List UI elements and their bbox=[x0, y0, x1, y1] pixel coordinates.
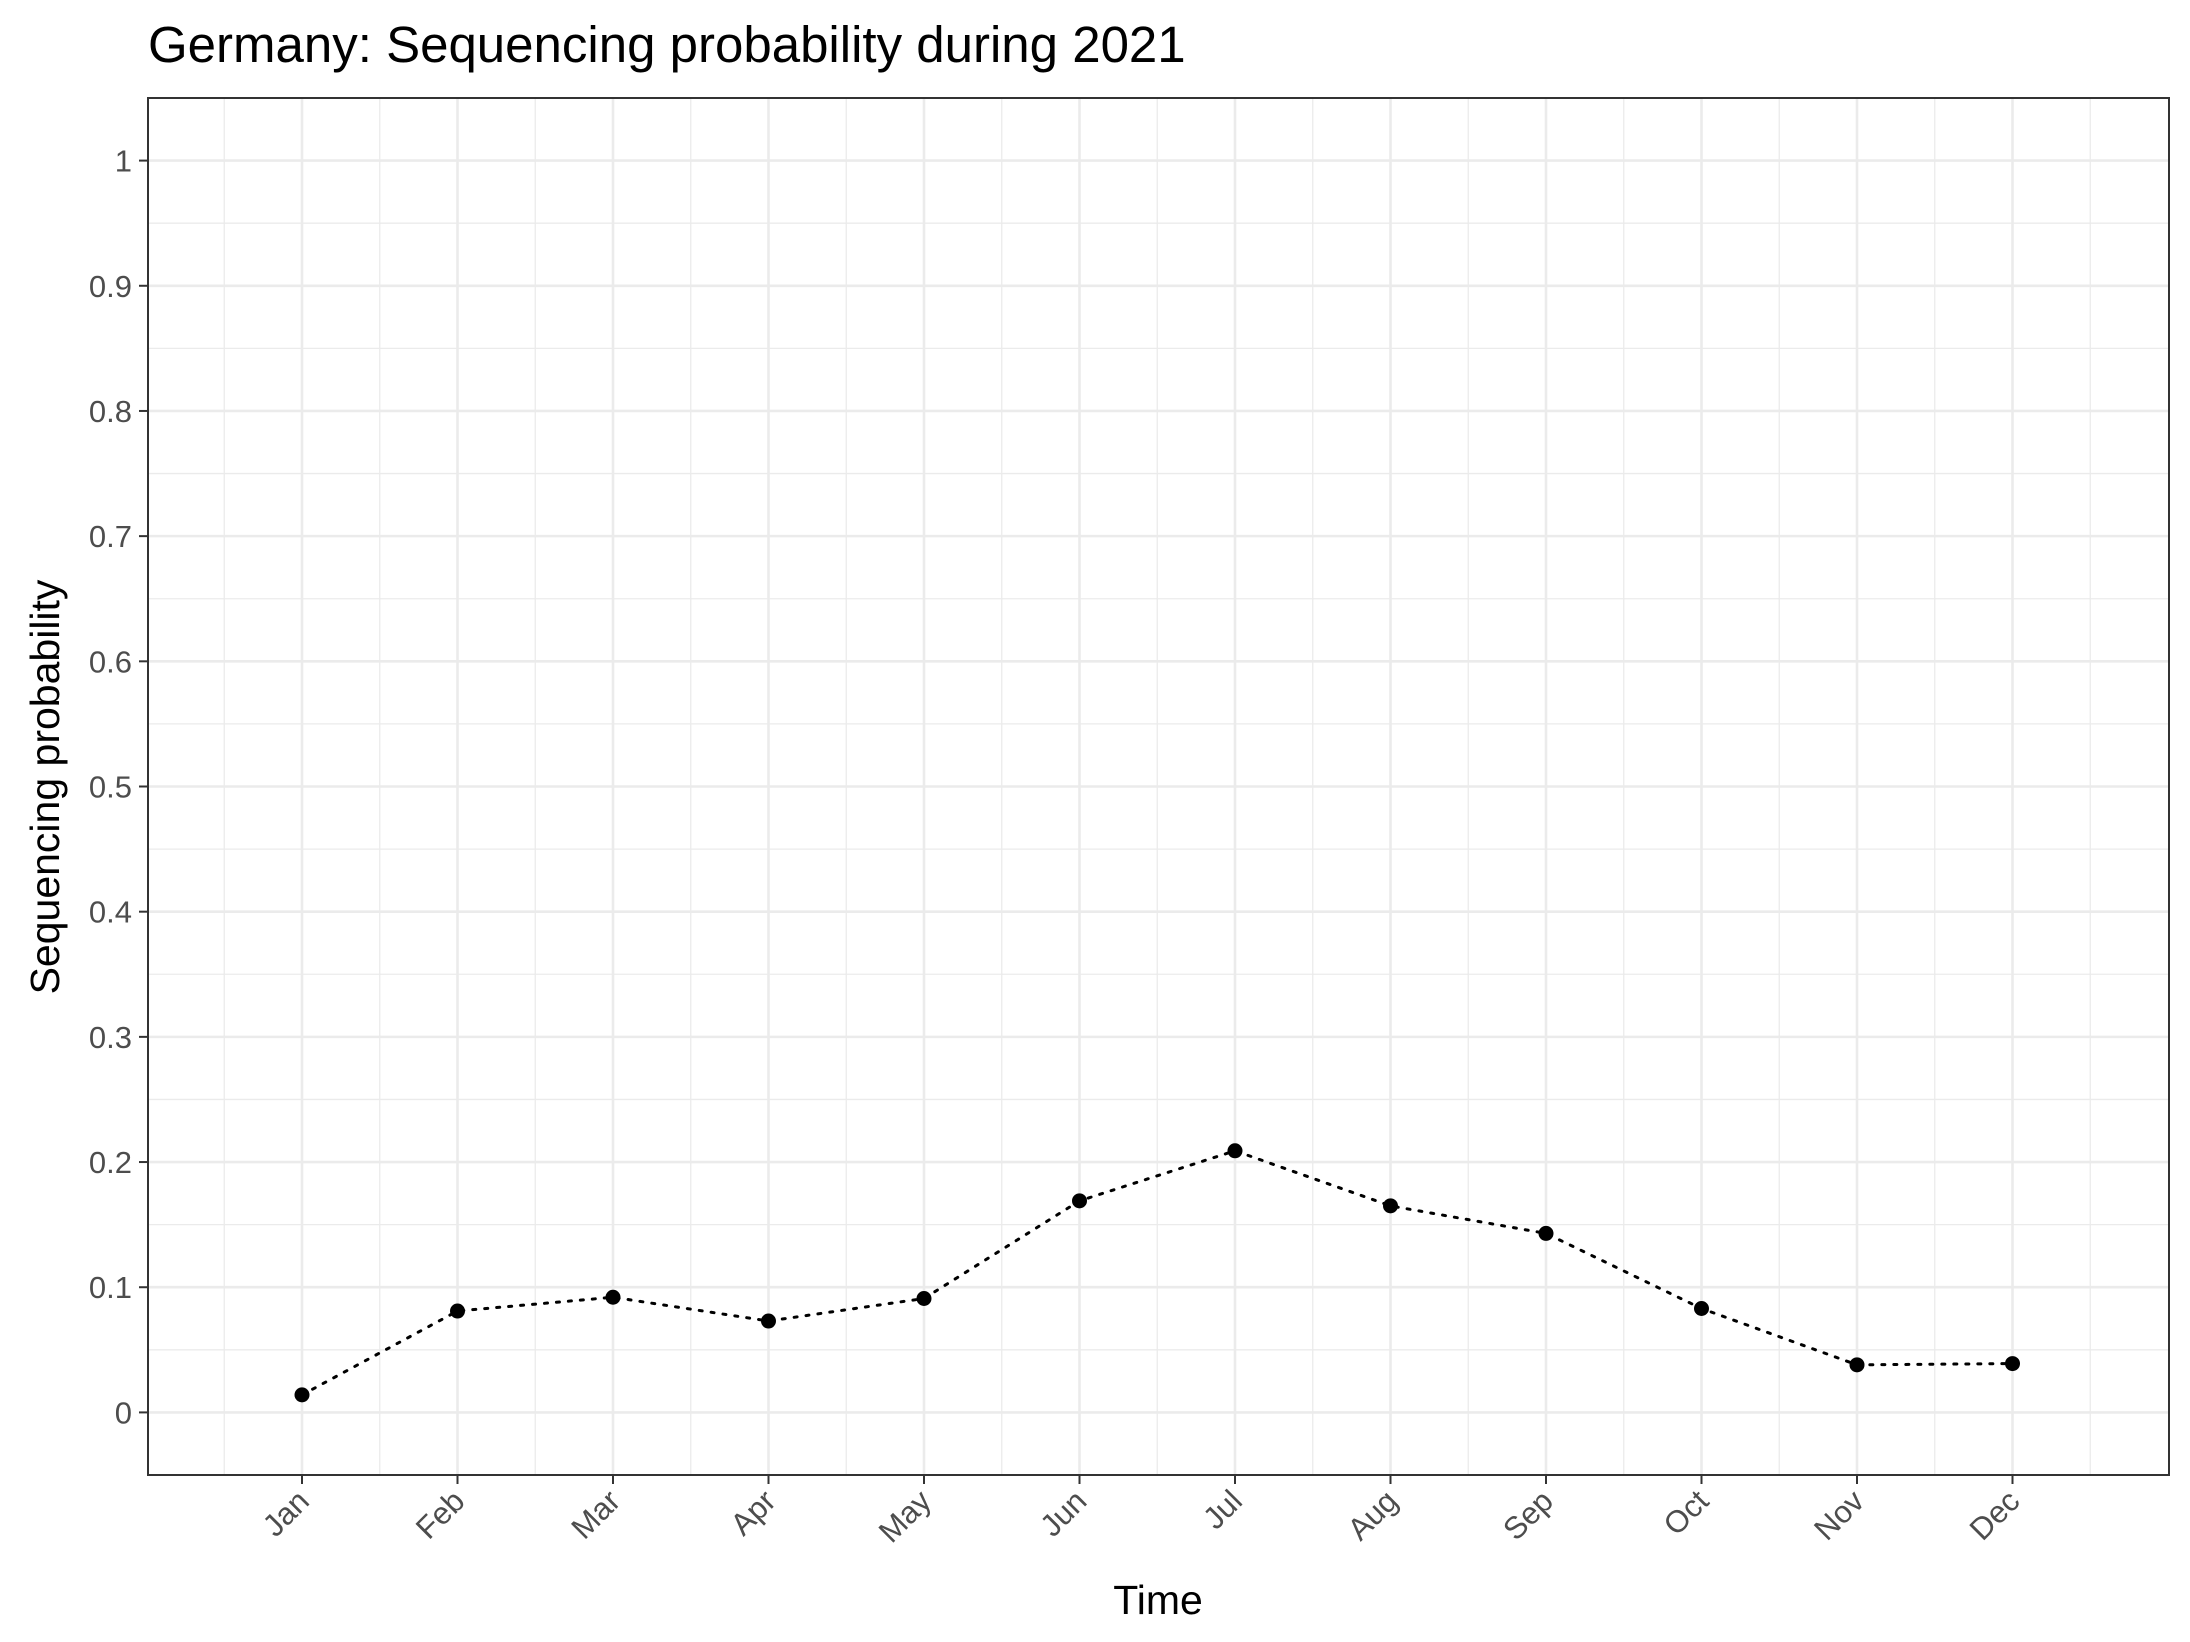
x-tick-label: Aug bbox=[1341, 1483, 1405, 1547]
x-tick-label: Apr bbox=[724, 1483, 783, 1542]
x-tick-label: Oct bbox=[1657, 1483, 1716, 1542]
y-tick-label: 0 bbox=[115, 1395, 132, 1430]
chart-title: Germany: Sequencing probability during 2… bbox=[148, 16, 1186, 73]
x-tick-label: Dec bbox=[1963, 1483, 2027, 1547]
x-tick-label: Jun bbox=[1033, 1483, 1093, 1543]
y-tick-label: 0.5 bbox=[89, 770, 132, 805]
y-tick-label: 0.6 bbox=[89, 644, 132, 679]
data-point bbox=[1227, 1143, 1243, 1159]
x-tick-label: Feb bbox=[409, 1483, 472, 1546]
y-axis-title: Sequencing probability bbox=[22, 579, 68, 994]
data-point bbox=[450, 1303, 465, 1319]
x-tick-label: Mar bbox=[564, 1483, 627, 1546]
x-tick-label: Nov bbox=[1807, 1483, 1871, 1547]
data-point bbox=[916, 1290, 932, 1306]
x-tick-label: Jul bbox=[1196, 1483, 1249, 1536]
data-point bbox=[294, 1387, 310, 1403]
series-layer bbox=[294, 1143, 2020, 1403]
grid-layer bbox=[148, 98, 2169, 1475]
x-tick-label: May bbox=[872, 1483, 939, 1550]
data-point bbox=[1849, 1357, 1865, 1373]
data-point bbox=[1694, 1301, 1709, 1317]
y-tick-label: 0.9 bbox=[89, 269, 132, 304]
y-tick-label: 0.4 bbox=[89, 895, 132, 930]
x-tick-label: Jan bbox=[256, 1483, 316, 1543]
y-tick-label: 0.7 bbox=[89, 519, 132, 554]
data-point bbox=[2005, 1356, 2020, 1372]
data-point bbox=[761, 1313, 776, 1329]
y-tick-label: 1 bbox=[115, 144, 132, 179]
series-line bbox=[300, 1149, 2014, 1397]
data-point bbox=[605, 1289, 621, 1305]
y-tick-label: 0.1 bbox=[89, 1270, 132, 1305]
x-axis-title: Time bbox=[1113, 1577, 1203, 1623]
data-point bbox=[1538, 1225, 1554, 1241]
y-tick-label: 0.8 bbox=[89, 394, 132, 429]
data-point bbox=[1383, 1198, 1398, 1214]
data-point bbox=[1072, 1193, 1087, 1209]
y-tick-label: 0.2 bbox=[89, 1145, 132, 1180]
x-tick-label: Sep bbox=[1496, 1483, 1560, 1547]
y-tick-label: 0.3 bbox=[89, 1020, 132, 1055]
